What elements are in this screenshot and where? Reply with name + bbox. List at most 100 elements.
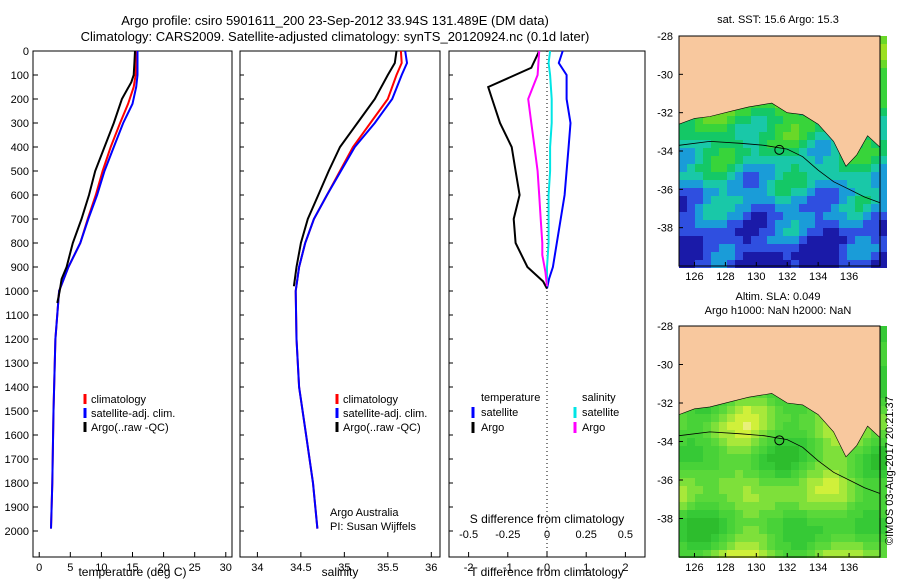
map-cell bbox=[863, 212, 871, 220]
x-tick-label: 1 bbox=[583, 562, 589, 574]
map-cell bbox=[823, 220, 831, 228]
map-cell bbox=[855, 228, 863, 236]
map-cell bbox=[719, 430, 727, 438]
map-cell bbox=[807, 446, 815, 454]
map-cell bbox=[783, 252, 791, 260]
map-cell bbox=[751, 124, 759, 132]
x-axis-label: T difference from climatology bbox=[470, 565, 624, 579]
map-cell bbox=[711, 156, 719, 164]
map-cell bbox=[695, 164, 703, 172]
map-cell bbox=[735, 116, 743, 124]
map-cell bbox=[799, 204, 807, 212]
map-cell bbox=[831, 550, 839, 558]
map-cell bbox=[863, 502, 871, 510]
map-cell bbox=[879, 100, 887, 108]
map-cell bbox=[743, 470, 751, 478]
map-cell bbox=[879, 228, 887, 236]
x-tick-label: 132 bbox=[778, 271, 796, 283]
map-cell bbox=[855, 534, 863, 542]
map-cell bbox=[855, 236, 863, 244]
map-cell bbox=[759, 244, 767, 252]
map-cell bbox=[703, 132, 711, 140]
map-cell bbox=[679, 196, 687, 204]
map-cell bbox=[807, 526, 815, 534]
map-cell bbox=[711, 494, 719, 502]
map-cell bbox=[807, 236, 815, 244]
map-cell bbox=[815, 462, 823, 470]
map-cell bbox=[703, 470, 711, 478]
map-cell bbox=[815, 422, 823, 430]
series-line bbox=[486, 50, 548, 290]
map-cell bbox=[791, 172, 799, 180]
y-tick-label: 900 bbox=[11, 262, 29, 274]
map-cell bbox=[719, 446, 727, 454]
map-cell bbox=[727, 180, 735, 188]
map-cell bbox=[823, 164, 831, 172]
x-tick-label: 136 bbox=[840, 562, 858, 574]
map-cell bbox=[759, 172, 767, 180]
map-cell bbox=[775, 164, 783, 172]
map-cell bbox=[687, 132, 695, 140]
y-tick-label: -32 bbox=[657, 108, 673, 120]
map-cell bbox=[719, 204, 727, 212]
map-cell bbox=[823, 244, 831, 252]
map-cell bbox=[759, 446, 767, 454]
map-cell bbox=[815, 140, 823, 148]
y-tick-label: 300 bbox=[11, 118, 29, 130]
map-cell bbox=[687, 172, 695, 180]
map-cell bbox=[703, 502, 711, 510]
map-cell bbox=[767, 116, 775, 124]
map-cell bbox=[879, 526, 887, 534]
map-cell bbox=[751, 438, 759, 446]
map-cell bbox=[735, 212, 743, 220]
map-cell bbox=[743, 494, 751, 502]
map-cell bbox=[735, 228, 743, 236]
map-cell bbox=[839, 542, 847, 550]
map-cell bbox=[735, 132, 743, 140]
map-cell bbox=[711, 124, 719, 132]
map-cell bbox=[751, 470, 759, 478]
map-cell bbox=[855, 550, 863, 558]
map-cell bbox=[871, 510, 879, 518]
map-cell bbox=[687, 156, 695, 164]
map-cell bbox=[871, 494, 879, 502]
map-cell bbox=[831, 228, 839, 236]
map-cell bbox=[719, 196, 727, 204]
map-cell bbox=[759, 510, 767, 518]
map-cell bbox=[823, 494, 831, 502]
map-cell bbox=[767, 542, 775, 550]
map-cell bbox=[871, 478, 879, 486]
map-cell bbox=[743, 164, 751, 172]
map-cell bbox=[719, 518, 727, 526]
map-cell bbox=[791, 494, 799, 502]
map-cell bbox=[727, 260, 735, 268]
map-cell bbox=[775, 518, 783, 526]
map-cell bbox=[751, 462, 759, 470]
map-cell bbox=[815, 156, 823, 164]
map-cell bbox=[775, 116, 783, 124]
x-tick-label: 20 bbox=[157, 562, 169, 574]
map-cell bbox=[727, 542, 735, 550]
y-tick-label: 1600 bbox=[5, 430, 29, 442]
map-cell bbox=[687, 414, 695, 422]
map-cell bbox=[855, 518, 863, 526]
map-cell bbox=[687, 196, 695, 204]
map-cell bbox=[679, 454, 687, 462]
map-cell bbox=[839, 196, 847, 204]
map-cell bbox=[863, 430, 871, 438]
map-cell bbox=[679, 518, 687, 526]
float-position-marker bbox=[774, 435, 785, 446]
map-cell bbox=[687, 550, 695, 558]
map-cell bbox=[711, 212, 719, 220]
map-cell bbox=[879, 350, 887, 358]
map-cell bbox=[783, 196, 791, 204]
map-cell bbox=[735, 196, 743, 204]
map-cell bbox=[767, 414, 775, 422]
map-cell bbox=[879, 326, 887, 334]
map-cell bbox=[847, 188, 855, 196]
map-cell bbox=[799, 236, 807, 244]
map-cell bbox=[735, 550, 743, 558]
map-cell bbox=[775, 478, 783, 486]
map-cell bbox=[823, 252, 831, 260]
map-cell bbox=[695, 180, 703, 188]
